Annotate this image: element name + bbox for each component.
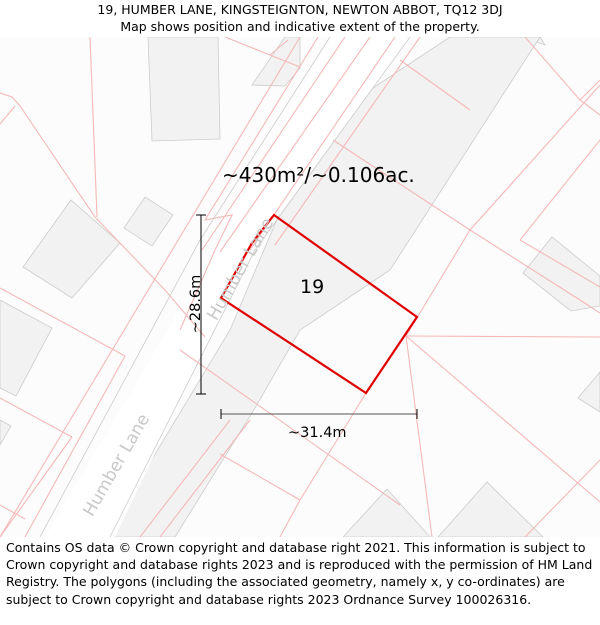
building — [437, 481, 544, 537]
building-strip — [104, 37, 541, 537]
building — [0, 419, 12, 446]
building — [251, 37, 301, 87]
map-canvas — [0, 37, 600, 537]
property-address: 19, HUMBER LANE, KINGSTEIGNTON, NEWTON A… — [97, 2, 503, 17]
height-dimension-label: ~28.6m — [188, 274, 204, 334]
copyright-footer: Contains OS data © Crown copyright and d… — [6, 540, 593, 607]
building — [0, 299, 53, 397]
parcel-boundaries — [0, 37, 600, 537]
dimension-lines — [196, 214, 418, 419]
width-dimension-label: ~31.4m — [288, 425, 347, 441]
building — [522, 236, 600, 312]
building — [22, 199, 121, 299]
building — [123, 196, 174, 247]
building — [577, 371, 600, 413]
building — [342, 488, 431, 537]
plot-number-label: 19 — [300, 276, 325, 298]
building — [147, 37, 221, 142]
map-subtitle: Map shows position and indicative extent… — [120, 19, 480, 34]
area-label: ~430m²/~0.106ac. — [222, 163, 415, 187]
map-header: 19, HUMBER LANE, KINGSTEIGNTON, NEWTON A… — [0, 0, 600, 38]
property-map[interactable]: Humber Lane Humber Lane ~430m²/~0.106ac.… — [0, 37, 600, 537]
buildings — [0, 37, 600, 537]
property-outline[interactable] — [219, 213, 419, 395]
